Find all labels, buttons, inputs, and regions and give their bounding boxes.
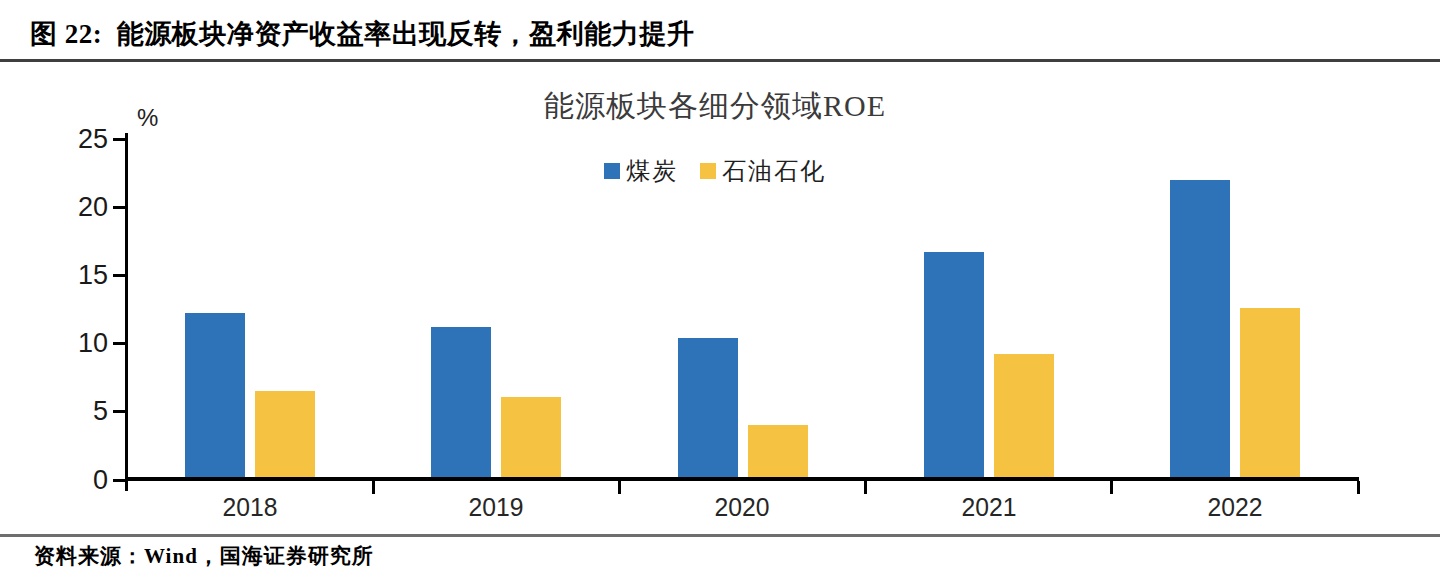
legend-label-oil-petrochem: 石油石化 (722, 155, 826, 187)
x-axis-category-label: 2020 (626, 492, 860, 523)
chart-title: 能源板块各细分领域ROE (70, 86, 1360, 127)
x-axis-category-label: 2021 (872, 492, 1106, 523)
bar-oil-petrochem-2018 (255, 391, 315, 477)
x-axis-category-label: 2018 (133, 492, 367, 523)
bar-oil-petrochem-2022 (1240, 308, 1300, 477)
y-axis-tick (113, 206, 126, 209)
x-axis-tick (1110, 481, 1113, 494)
x-axis-tick (618, 481, 621, 494)
y-axis-tick-label: 0 (28, 467, 108, 494)
y-axis-tick-label: 15 (28, 262, 108, 289)
bar-coal-2021 (924, 252, 984, 477)
report-figure-page: 图 22: 能源板块净资产收益率出现反转，盈利能力提升 能源板块各细分领域ROE… (0, 0, 1440, 584)
y-axis-tick (113, 138, 126, 141)
legend-label-coal: 煤炭 (626, 155, 678, 187)
y-axis-tick (113, 410, 126, 413)
x-axis-line (125, 477, 1359, 481)
legend-marker-coal (604, 163, 620, 179)
y-axis-tick-label: 10 (28, 330, 108, 357)
legend-marker-oil-petrochem (700, 163, 716, 179)
header-divider (0, 59, 1440, 62)
y-axis-tick (113, 479, 126, 482)
y-axis-tick-label: 20 (28, 194, 108, 221)
x-axis-category-label: 2022 (1118, 492, 1352, 523)
legend-item-oil-petrochem: 石油石化 (700, 155, 826, 187)
y-axis-line (125, 133, 128, 491)
bar-coal-2020 (678, 338, 738, 477)
footer-divider (0, 534, 1440, 537)
y-axis-tick (113, 274, 126, 277)
bar-oil-petrochem-2019 (501, 397, 561, 477)
y-axis-tick-label: 25 (28, 126, 108, 153)
x-axis-tick (864, 481, 867, 494)
bar-coal-2018 (185, 313, 245, 477)
y-axis-tick-label: 5 (28, 398, 108, 425)
bar-coal-2019 (431, 327, 491, 477)
y-axis-unit-label: % (137, 104, 158, 132)
x-axis-category-label: 2019 (379, 492, 613, 523)
bar-oil-petrochem-2021 (994, 354, 1054, 477)
bar-oil-petrochem-2020 (748, 425, 808, 477)
source-note: 资料来源：Wind，国海证券研究所 (34, 542, 374, 570)
legend-item-coal: 煤炭 (604, 155, 678, 187)
x-axis-tick (372, 481, 375, 494)
bar-coal-2022 (1170, 180, 1230, 477)
figure-caption: 图 22: 能源板块净资产收益率出现反转，盈利能力提升 (30, 16, 694, 52)
x-axis-tick (1357, 481, 1360, 494)
y-axis-tick (113, 342, 126, 345)
chart-legend: 煤炭 石油石化 (70, 155, 1360, 187)
